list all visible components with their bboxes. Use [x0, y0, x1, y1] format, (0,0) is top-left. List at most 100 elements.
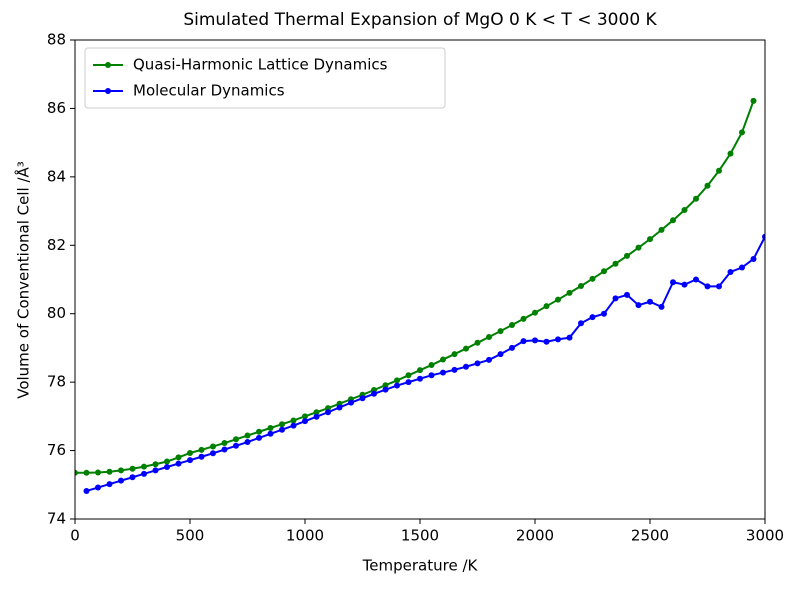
data-point	[175, 460, 182, 467]
data-point	[394, 377, 400, 384]
data-point	[727, 150, 734, 157]
data-point	[612, 295, 619, 302]
data-point	[313, 413, 320, 420]
data-point	[118, 467, 124, 474]
legend-label: Molecular Dynamics	[133, 82, 285, 100]
data-point	[267, 430, 274, 437]
data-point	[325, 405, 331, 412]
data-point	[555, 296, 561, 303]
data-point	[681, 207, 688, 214]
x-tick-label: 1500	[401, 527, 439, 545]
data-point	[750, 255, 757, 262]
data-point	[451, 366, 458, 373]
data-point	[244, 439, 251, 446]
data-point	[336, 404, 343, 411]
data-point	[313, 409, 320, 416]
data-point	[601, 310, 607, 317]
data-point	[693, 195, 699, 202]
data-point	[762, 233, 765, 240]
data-point	[543, 303, 550, 310]
data-point	[417, 375, 423, 382]
data-point	[164, 463, 170, 470]
data-point	[405, 379, 412, 386]
data-point	[152, 467, 159, 474]
x-tick-label: 2500	[631, 527, 669, 545]
data-point	[532, 337, 538, 344]
data-point	[750, 97, 757, 104]
data-point	[198, 453, 205, 460]
data-point	[359, 395, 366, 402]
data-point	[325, 409, 331, 416]
data-point	[520, 315, 527, 322]
data-point	[198, 446, 205, 453]
data-point	[647, 236, 653, 243]
x-tick-label: 500	[176, 527, 205, 545]
data-point	[417, 367, 423, 374]
x-axis-label: Temperature /K	[362, 557, 479, 575]
data-point	[302, 418, 308, 425]
data-point	[428, 362, 435, 369]
data-point	[279, 421, 285, 428]
data-point	[233, 436, 239, 443]
data-point	[279, 426, 285, 433]
y-tick-label: 74	[47, 510, 66, 528]
data-point	[210, 443, 216, 450]
data-point	[382, 386, 389, 393]
data-point	[290, 417, 297, 424]
data-point	[348, 399, 354, 406]
data-point	[612, 260, 619, 267]
data-point	[589, 275, 596, 282]
y-tick-label: 76	[47, 441, 66, 459]
data-point	[578, 283, 584, 290]
data-point	[566, 334, 573, 341]
data-point	[290, 422, 297, 429]
data-point	[106, 481, 113, 488]
data-point	[704, 182, 711, 189]
y-tick-label: 84	[47, 167, 66, 185]
data-point	[670, 279, 676, 286]
legend-marker	[105, 62, 111, 68]
data-point	[141, 470, 147, 477]
data-point	[95, 469, 101, 476]
data-point	[83, 487, 90, 494]
data-point	[532, 309, 538, 316]
data-point	[578, 320, 584, 327]
data-point	[256, 434, 262, 441]
data-point	[647, 298, 653, 305]
data-point	[509, 322, 515, 329]
data-point	[486, 333, 492, 340]
data-point	[658, 303, 665, 310]
data-point	[509, 344, 515, 351]
x-tick-label: 1000	[286, 527, 324, 545]
data-point	[371, 390, 377, 397]
plot-area	[75, 97, 765, 494]
data-point	[693, 276, 699, 283]
data-point	[428, 372, 435, 379]
data-point	[555, 336, 561, 343]
data-point	[566, 289, 573, 296]
x-tick-label: 0	[70, 527, 80, 545]
data-point	[129, 474, 136, 481]
y-tick-label: 78	[47, 373, 66, 391]
data-point	[187, 457, 193, 464]
data-point	[256, 428, 262, 435]
data-point	[210, 450, 216, 457]
data-point	[716, 283, 722, 290]
data-point	[497, 328, 504, 335]
data-point	[118, 477, 124, 484]
data-point	[106, 468, 113, 475]
data-point	[233, 442, 239, 449]
data-point	[451, 351, 458, 358]
legend-label: Quasi-Harmonic Lattice Dynamics	[133, 56, 388, 74]
data-point	[405, 372, 412, 379]
y-tick-label: 86	[47, 99, 66, 117]
legend-marker	[105, 88, 111, 94]
data-point	[635, 244, 642, 251]
data-point	[716, 167, 722, 174]
data-point	[95, 484, 101, 491]
data-point	[394, 382, 400, 389]
data-point	[601, 268, 607, 275]
data-point	[221, 440, 228, 447]
data-point	[727, 268, 734, 275]
